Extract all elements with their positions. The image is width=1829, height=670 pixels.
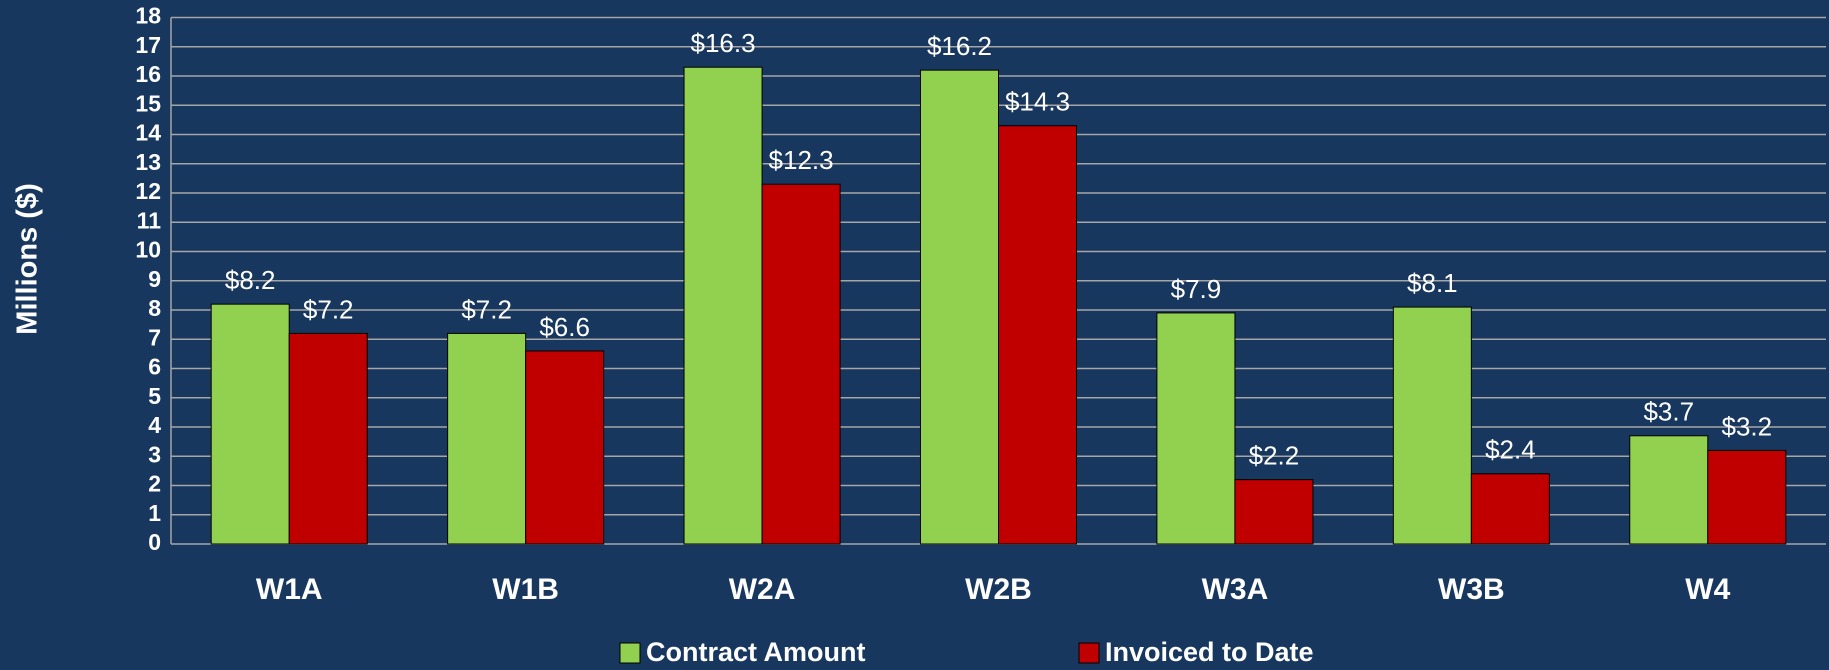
y-tick-label: 0: [148, 529, 161, 555]
legend-swatch: [619, 642, 641, 664]
value-label: $14.3: [1005, 87, 1070, 117]
y-tick-label: 15: [135, 90, 161, 116]
y-tick-label: 12: [135, 178, 161, 204]
value-label: $8.2: [225, 265, 276, 295]
bar: [919, 69, 1000, 545]
value-label: $2.4: [1485, 435, 1536, 465]
value-label: $12.3: [769, 145, 834, 175]
y-tick-label: 16: [135, 61, 161, 87]
x-tick-label: W1B: [492, 573, 559, 606]
bar: [683, 66, 763, 545]
bar: [1470, 473, 1550, 545]
bar: [1629, 435, 1709, 545]
bar: [1234, 479, 1314, 545]
legend-label: Contract Amount: [646, 637, 865, 667]
bar: [525, 350, 605, 545]
legend-label: Invoiced to Date: [1105, 637, 1314, 667]
legend-swatch: [1078, 642, 1100, 664]
x-tick-label: W2A: [729, 573, 796, 606]
y-tick-label: 2: [148, 471, 161, 497]
x-tick-label: W4: [1685, 573, 1730, 606]
y-tick-label: 10: [135, 237, 161, 263]
x-tick-label: W2B: [965, 573, 1032, 606]
y-tick-label: 17: [135, 32, 161, 58]
value-label: $3.2: [1721, 411, 1772, 441]
value-label: $16.2: [927, 31, 992, 61]
y-axis-title: Millions ($): [12, 183, 44, 334]
y-tick-label: 14: [135, 120, 161, 146]
y-tick-label: 5: [148, 383, 161, 409]
bar: [998, 125, 1078, 545]
bar: [210, 303, 290, 545]
y-tick-label: 8: [148, 295, 161, 321]
y-tick-label: 6: [148, 354, 161, 380]
value-label: $7.2: [303, 294, 354, 324]
value-label: $7.2: [461, 294, 512, 324]
bar: [288, 332, 368, 545]
bar: [1707, 449, 1787, 545]
y-tick-label: 3: [148, 441, 161, 467]
y-tick-label: 18: [135, 3, 161, 29]
bar: [447, 332, 527, 545]
bar: [761, 183, 841, 545]
value-label: $8.1: [1407, 268, 1458, 298]
x-tick-label: W3B: [1438, 573, 1505, 606]
value-label: $2.2: [1249, 441, 1300, 471]
y-tick-label: 11: [137, 207, 162, 233]
value-label: $16.3: [691, 28, 756, 58]
y-tick-label: 1: [148, 500, 161, 526]
bar: [1156, 312, 1236, 545]
y-tick-label: 9: [148, 266, 161, 292]
bar: [1392, 306, 1472, 545]
value-label: $7.9: [1171, 274, 1222, 304]
y-tick-label: 4: [148, 412, 161, 438]
x-tick-label: W3A: [1202, 573, 1269, 606]
y-tick-label: 13: [135, 149, 161, 175]
value-label: $3.7: [1643, 397, 1694, 427]
value-label: $6.6: [539, 312, 590, 342]
x-tick-label: W1A: [256, 573, 323, 606]
y-tick-label: 7: [148, 324, 161, 350]
